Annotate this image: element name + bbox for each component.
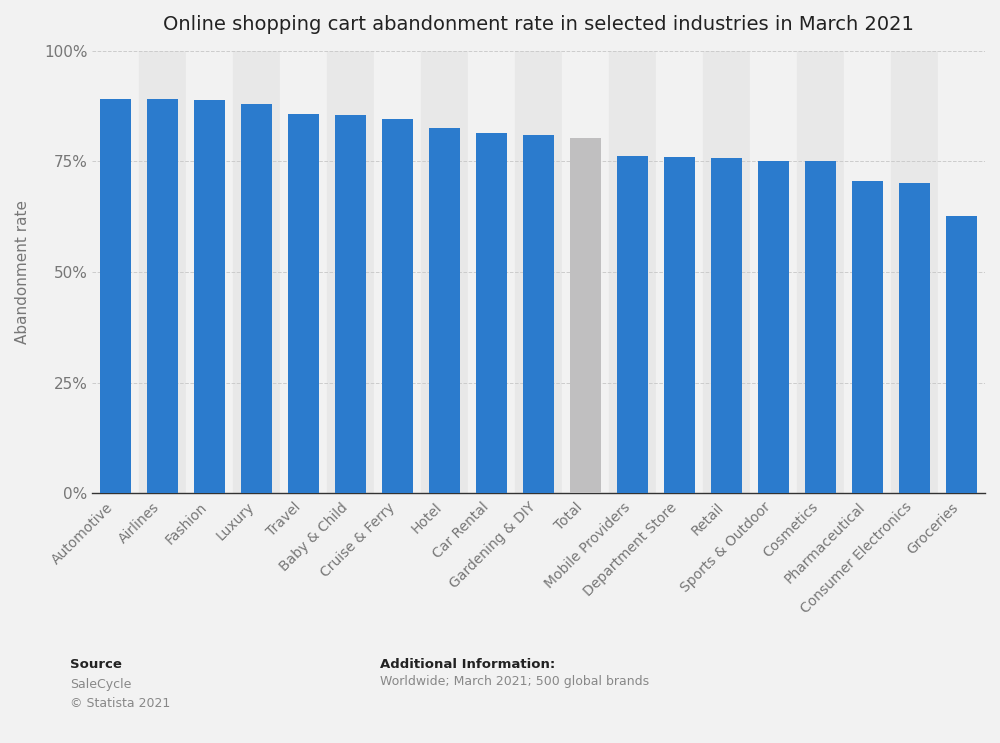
- Bar: [938, 51, 985, 493]
- Bar: [562, 51, 609, 493]
- Bar: [327, 51, 374, 493]
- Bar: [656, 51, 703, 493]
- Bar: [899, 183, 930, 493]
- Bar: [570, 138, 601, 493]
- Bar: [852, 181, 883, 493]
- Bar: [844, 51, 891, 493]
- Bar: [241, 104, 272, 493]
- Bar: [194, 100, 225, 493]
- Bar: [758, 160, 789, 493]
- Bar: [92, 51, 139, 493]
- Bar: [147, 100, 178, 493]
- Bar: [421, 51, 468, 493]
- Bar: [609, 51, 656, 493]
- Title: Online shopping cart abandonment rate in selected industries in March 2021: Online shopping cart abandonment rate in…: [163, 15, 914, 34]
- Bar: [797, 51, 844, 493]
- Bar: [617, 156, 648, 493]
- Text: Worldwide; March 2021; 500 global brands: Worldwide; March 2021; 500 global brands: [380, 675, 649, 687]
- Bar: [703, 51, 750, 493]
- Bar: [523, 135, 554, 493]
- Bar: [946, 216, 977, 493]
- Bar: [664, 157, 695, 493]
- Bar: [515, 51, 562, 493]
- Bar: [476, 133, 507, 493]
- Bar: [750, 51, 797, 493]
- Bar: [429, 129, 460, 493]
- Text: SaleCycle
© Statista 2021: SaleCycle © Statista 2021: [70, 678, 170, 710]
- Text: Source: Source: [70, 658, 122, 670]
- Bar: [288, 114, 319, 493]
- Bar: [139, 51, 186, 493]
- Bar: [805, 161, 836, 493]
- Bar: [468, 51, 515, 493]
- Bar: [233, 51, 280, 493]
- Bar: [186, 51, 233, 493]
- Text: Additional Information:: Additional Information:: [380, 658, 555, 670]
- Bar: [891, 51, 938, 493]
- Bar: [335, 115, 366, 493]
- Bar: [382, 119, 413, 493]
- Bar: [280, 51, 327, 493]
- Bar: [374, 51, 421, 493]
- Y-axis label: Abandonment rate: Abandonment rate: [15, 200, 30, 344]
- Bar: [711, 158, 742, 493]
- Bar: [100, 99, 131, 493]
